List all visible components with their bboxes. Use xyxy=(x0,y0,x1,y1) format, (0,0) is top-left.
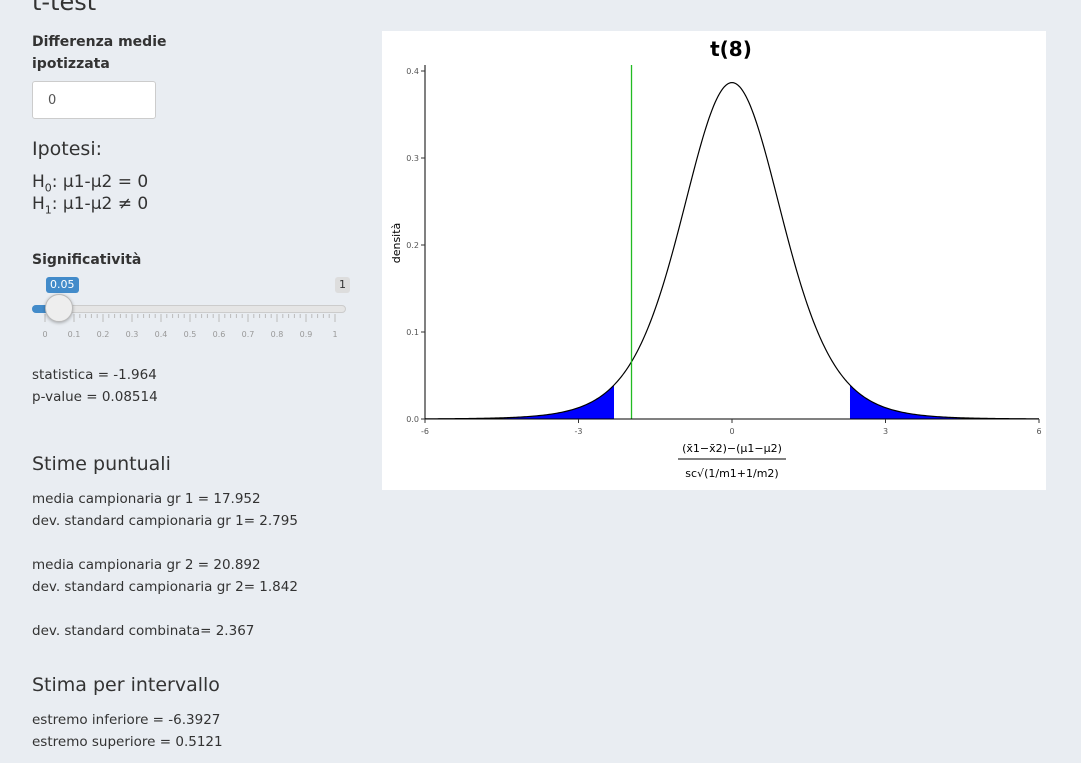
x-axis-label-numerator: (x̄1−x̄2)−(μ1−μ2) xyxy=(682,442,782,455)
difference-input[interactable]: 0 xyxy=(32,81,156,119)
slider-tick-label: 0.3 xyxy=(125,330,139,339)
significance-label: Significatività xyxy=(32,252,142,268)
y-axis-label: densità xyxy=(390,223,403,264)
h0-sub: 0 xyxy=(44,181,52,195)
right-rejection-region xyxy=(849,385,1039,419)
interval-lower: estremo inferiore = -6.3927 xyxy=(32,712,221,728)
slider-tick-label: 0 xyxy=(42,330,48,339)
page-title: t-test xyxy=(32,0,97,16)
y-tick-label: 0.2 xyxy=(406,241,419,250)
y-tick-label: 0.1 xyxy=(406,328,419,337)
difference-label-line2: ipotizzata xyxy=(32,56,110,72)
slider-value-badge: 0.05 xyxy=(46,277,79,293)
y-tick-label: 0.3 xyxy=(406,154,419,163)
slider-tick-label: 0.7 xyxy=(241,330,255,339)
slider-tick-label: 0.8 xyxy=(270,330,284,339)
x-tick-label: 0 xyxy=(729,427,734,436)
y-tick-label: 0.0 xyxy=(406,415,419,424)
difference-label: Differenza medie ipotizzata xyxy=(32,31,167,75)
x-tick-label: -3 xyxy=(575,427,583,436)
slider-tick-label: 0.5 xyxy=(183,330,197,339)
x-tick-label: -6 xyxy=(421,427,429,436)
slider-tick-label: 0.6 xyxy=(212,330,226,339)
h1-body: : μ1-μ2 ≠ 0 xyxy=(51,194,149,214)
slider-tick-label: 0.1 xyxy=(67,330,81,339)
slider-tick-label: 0.2 xyxy=(96,330,110,339)
t-distribution-plot: t(8) densità (x̄1−x̄2)−(μ1−μ2) sc√(1/m1+… xyxy=(382,31,1046,490)
difference-label-line1: Differenza medie xyxy=(32,34,167,50)
interval-estimate-title: Stima per intervallo xyxy=(32,674,220,696)
slider-tick-label: 0.4 xyxy=(154,330,168,339)
x-axis-label-denominator: sc√(1/m1+1/m2) xyxy=(685,467,778,480)
slider-tick-label: 0.9 xyxy=(299,330,313,339)
statistic-text: statistica = -1.964 xyxy=(32,367,157,383)
slider-max-badge: 1 xyxy=(335,277,350,293)
h1-prefix: H xyxy=(32,194,45,214)
left-rejection-region xyxy=(425,385,615,419)
h1-sub: 1 xyxy=(44,203,52,217)
interval-upper: estremo superiore = 0.5121 xyxy=(32,734,223,750)
h0-prefix: H xyxy=(32,172,45,192)
x-tick-label: 3 xyxy=(883,427,888,436)
slider-tick-label: 1 xyxy=(332,330,338,339)
hypothesis-h1: H1: μ1-μ2 ≠ 0 xyxy=(32,193,148,221)
mean-group2: media campionaria gr 2 = 20.892 xyxy=(32,557,261,573)
h0-body: : μ1-μ2 = 0 xyxy=(51,172,149,192)
plot-svg: t(8) densità (x̄1−x̄2)−(μ1−μ2) sc√(1/m1+… xyxy=(390,37,1042,480)
significance-slider-track[interactable] xyxy=(32,305,346,313)
sd-group2: dev. standard campionaria gr 2= 1.842 xyxy=(32,579,298,595)
significance-slider-handle[interactable] xyxy=(45,294,73,322)
slider-grid xyxy=(44,314,336,322)
pooled-sd: dev. standard combinata= 2.367 xyxy=(32,623,255,639)
chart-title: t(8) xyxy=(710,37,752,61)
hypothesis-h0: H0: μ1-μ2 = 0 xyxy=(32,171,148,199)
density-curve xyxy=(425,81,1039,420)
sd-group1: dev. standard campionaria gr 1= 2.795 xyxy=(32,513,298,529)
x-tick-label: 6 xyxy=(1036,427,1041,436)
point-estimates-title: Stime puntuali xyxy=(32,453,171,475)
mean-group1: media campionaria gr 1 = 17.952 xyxy=(32,491,261,507)
hypotheses-title: Ipotesi: xyxy=(32,138,103,160)
pvalue-text: p-value = 0.08514 xyxy=(32,389,158,405)
y-tick-label: 0.4 xyxy=(406,67,419,76)
